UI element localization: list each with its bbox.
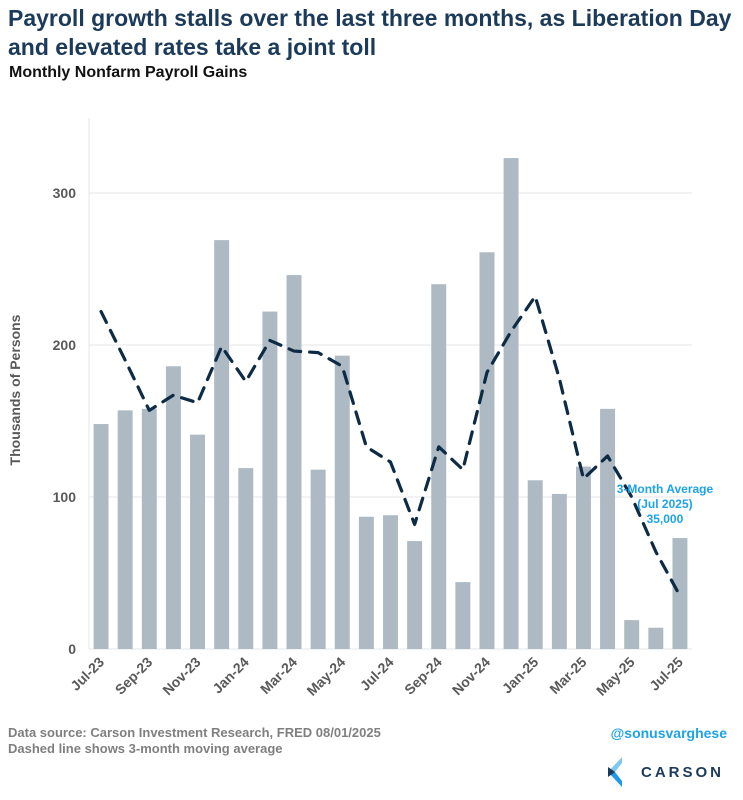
y-tick-label: 0 — [68, 641, 76, 657]
moving-average-series — [99, 294, 682, 598]
bar-May-24 — [334, 355, 350, 649]
bar-Mar-24 — [286, 275, 302, 649]
x-tick-label: Sep-23 — [112, 654, 156, 698]
bar-Feb-24 — [262, 311, 278, 649]
y-tick-label: 100 — [53, 489, 77, 505]
bar-Jun-25 — [648, 627, 664, 649]
chart-subtitle: Monthly Nonfarm Payroll Gains — [9, 64, 248, 81]
chart-title: Payroll growth stalls over the last thre… — [8, 5, 732, 60]
bar-Oct-24 — [455, 582, 471, 649]
moving-average-note: Dashed line shows 3-month moving average — [8, 741, 283, 756]
x-tick-label: Nov-23 — [159, 654, 203, 698]
bar-Sep-24 — [431, 284, 447, 649]
y-axis-label: Thousands of Persons — [7, 314, 23, 465]
bar-Sep-23 — [141, 408, 157, 649]
data-source-note: Data source: Carson Investment Research,… — [8, 725, 381, 740]
bar-Oct-23 — [165, 366, 181, 649]
x-tick-label: May-25 — [593, 654, 638, 699]
y-tick-label: 200 — [53, 337, 77, 353]
bar-Jul-24 — [383, 515, 398, 649]
bar-Aug-24 — [407, 541, 423, 649]
x-tick-label: Jan-25 — [499, 654, 542, 697]
x-tick-label: Mar-25 — [546, 654, 589, 697]
x-tick-label: Nov-24 — [449, 654, 493, 698]
x-tick-label: Jan-24 — [209, 654, 252, 697]
x-axis-ticks: Jul-23 Sep-23 Nov-23 Jan-24 Mar-24 May-24 Jul-… — [67, 654, 686, 699]
annotation-line: 35,000 — [647, 512, 684, 526]
gridlines — [88, 118, 692, 650]
bar-Apr-24 — [310, 469, 326, 649]
bar-Nov-23 — [190, 434, 206, 649]
x-tick-label: Jul-24 — [357, 654, 397, 694]
x-tick-label: Jul-23 — [67, 654, 107, 694]
moving-average-line — [99, 294, 682, 598]
bar-Dec-23 — [214, 240, 230, 649]
annotation: 3-Month Average(Jul 2025)35,000 — [617, 482, 714, 526]
y-tick-label: 300 — [53, 185, 77, 201]
bar-Jan-24 — [238, 468, 254, 649]
annotation-line: (Jul 2025) — [637, 497, 692, 511]
bar-Jan-25 — [527, 480, 543, 649]
bar-series — [93, 158, 688, 650]
annotation-line: 3-Month Average — [617, 482, 714, 496]
bar-Aug-23 — [117, 410, 133, 649]
x-tick-label: Jul-25 — [646, 654, 686, 694]
y-axis-ticks: 0 100 200 300 — [53, 185, 77, 657]
bar-Jun-24 — [358, 516, 374, 649]
bar-May-25 — [624, 620, 640, 649]
bar-Nov-24 — [479, 252, 495, 649]
carson-logo: CARSON — [608, 757, 724, 787]
bar-Jul-23 — [93, 424, 109, 649]
x-tick-label: Sep-24 — [401, 654, 445, 698]
bar-Dec-24 — [503, 158, 519, 650]
x-tick-label: Mar-24 — [257, 654, 300, 697]
bar-Apr-25 — [600, 408, 616, 649]
twitter-handle[interactable]: @sonusvarghese — [610, 725, 727, 741]
bar-Mar-25 — [575, 466, 591, 649]
bar-Feb-25 — [551, 493, 567, 649]
x-tick-label: May-24 — [304, 654, 349, 699]
carson-chevron-icon — [608, 757, 622, 787]
carson-logo-text: CARSON — [641, 763, 725, 781]
bar-Jul-25 — [672, 538, 688, 649]
